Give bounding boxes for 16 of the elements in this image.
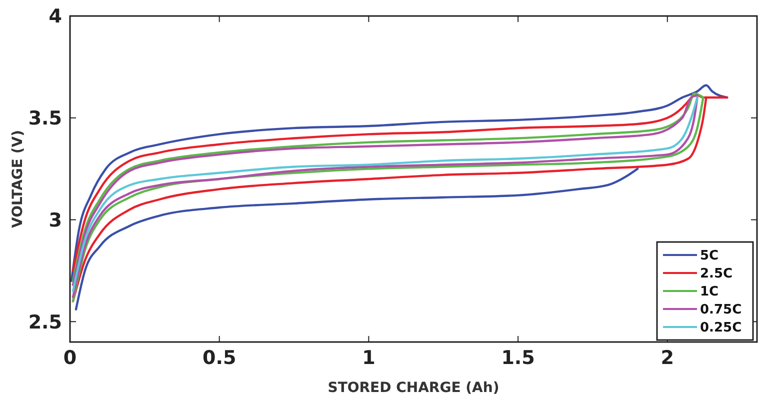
x-tick-label: 0 bbox=[63, 347, 77, 369]
legend-label: 2.5C bbox=[700, 266, 733, 282]
y-tick-label: 3 bbox=[48, 209, 62, 232]
x-tick-label: 1.5 bbox=[501, 347, 535, 369]
legend-label: 0.75C bbox=[700, 302, 742, 318]
x-axis-title: STORED CHARGE (Ah) bbox=[328, 380, 500, 396]
legend-label: 0.25C bbox=[700, 320, 742, 336]
x-tick-label: 1 bbox=[362, 347, 376, 369]
y-axis-title: VOLTAGE (V) bbox=[10, 130, 26, 228]
x-tick-label: 2 bbox=[660, 347, 674, 369]
y-tick-label: 3.5 bbox=[28, 108, 62, 130]
legend-label: 1C bbox=[700, 284, 719, 300]
y-tick-label: 4 bbox=[48, 6, 62, 28]
legend-label: 5C bbox=[700, 248, 719, 264]
x-tick-label: 0.5 bbox=[202, 347, 236, 369]
y-tick-label: 2.5 bbox=[28, 311, 62, 334]
